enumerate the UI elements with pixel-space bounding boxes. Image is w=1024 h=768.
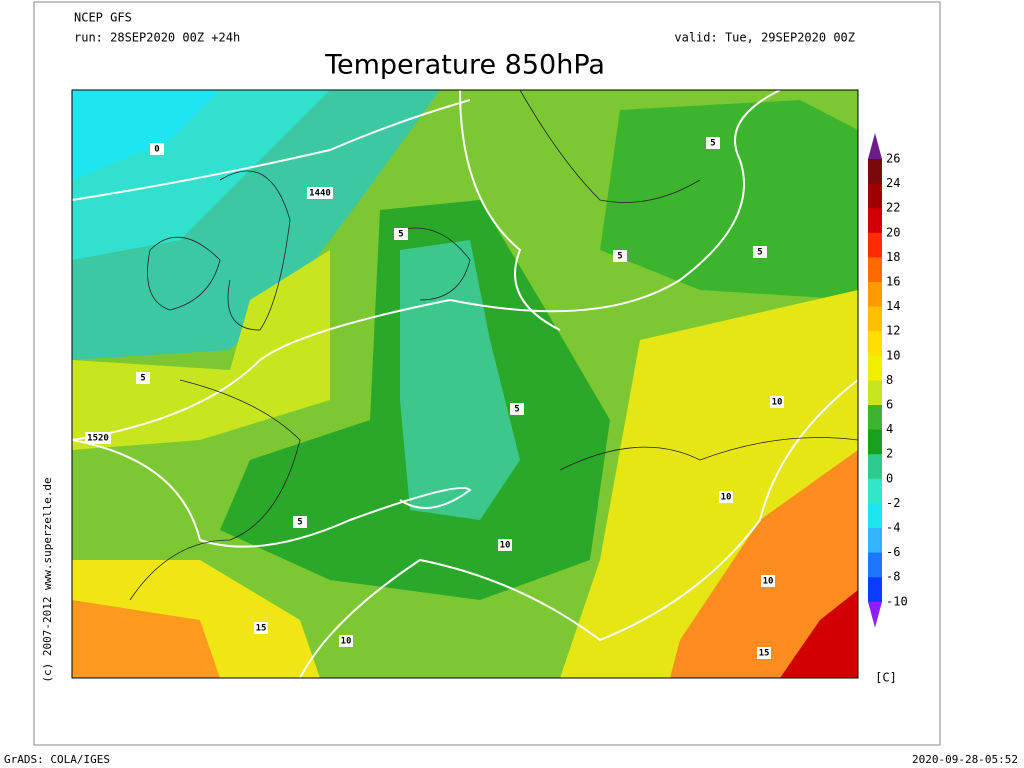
colorbar-bin (868, 282, 882, 308)
contour-label: 5 (140, 374, 145, 384)
region (72, 90, 220, 180)
contour-label-bg (757, 647, 771, 659)
region (72, 600, 220, 678)
contour-label: 1440 (309, 189, 331, 199)
map (72, 90, 858, 678)
contour-label-bg (254, 622, 268, 634)
colorbar-bin (868, 355, 882, 381)
colorbar-bin (868, 454, 882, 480)
colorbar-label: -8 (886, 570, 900, 584)
colorbar-label: 0 (886, 471, 893, 485)
contour-label-bg (706, 137, 720, 149)
contour-label-bg (136, 372, 150, 384)
colorbar-label: 22 (886, 201, 900, 215)
contour-label-bg (613, 250, 627, 262)
colorbar-label: 18 (886, 250, 900, 264)
contour-label-bg (719, 491, 733, 503)
contour-label: 5 (710, 139, 715, 149)
valid: valid: Tue, 29SEP2020 00Z (674, 31, 855, 45)
region (780, 590, 858, 678)
colorbar-label: -4 (886, 521, 900, 535)
software: GrADS: COLA/IGES (4, 753, 110, 766)
region (400, 240, 520, 520)
colorbar-bin (868, 208, 882, 234)
contour-label-bg (761, 575, 775, 587)
colorbar-label: 10 (886, 348, 900, 362)
run: run: 28SEP2020 00Z +24h (74, 31, 240, 45)
colorbar-bin (868, 429, 882, 455)
colorbar-label: 20 (886, 225, 900, 239)
colorbar-label: -2 (886, 496, 900, 510)
colorbar-label: 8 (886, 373, 893, 387)
colorbar-label: 12 (886, 324, 900, 338)
colorbar-label: 14 (886, 299, 900, 313)
contour-label-bg (394, 228, 408, 240)
colorbar-bin (868, 577, 882, 603)
colorbar-bin (868, 552, 882, 578)
contour-label: 10 (341, 637, 352, 647)
colorbar-bin (868, 183, 882, 209)
contour-label-bg (498, 539, 512, 551)
contour-label: 10 (500, 541, 511, 551)
region (670, 450, 858, 678)
contour-label: 10 (763, 577, 774, 587)
contour-label: 5 (757, 248, 762, 258)
contour-label-bg (85, 432, 111, 444)
colorbar-label: -10 (886, 594, 908, 608)
contour-label: 10 (772, 398, 783, 408)
contour-label: 15 (256, 624, 267, 634)
contour-label-bg (293, 516, 307, 528)
colorbar-bin (868, 405, 882, 431)
timestamp: 2020-09-28-05:52 (912, 753, 1018, 766)
contour-label-bg (150, 143, 164, 155)
colorbar-bin (868, 478, 882, 504)
contour-label-bg (307, 187, 333, 199)
contour-label-bg (510, 403, 524, 415)
region (600, 100, 858, 300)
contour-label: 10 (721, 493, 732, 503)
colorbar-bin (868, 528, 882, 554)
contour-label: 5 (297, 518, 302, 528)
colorbar-bin (868, 257, 882, 283)
colorbar-bin (868, 503, 882, 529)
colorbar-label: 24 (886, 176, 900, 190)
colorbar-arrow (868, 601, 882, 628)
colorbar-arrow (868, 133, 882, 159)
colorbar-bin (868, 380, 882, 406)
credit: (c) 2007-2012 www.superzelle.de (41, 477, 54, 682)
contour-label-bg (753, 246, 767, 258)
model: NCEP GFS (74, 11, 132, 25)
contours (72, 90, 858, 678)
contour-label: 15 (759, 649, 770, 659)
colorbar-label: 4 (886, 422, 893, 436)
region (72, 250, 330, 450)
colorbar-bin (868, 232, 882, 258)
title: Temperature 850hPa (324, 50, 605, 81)
colorbar-label: -6 (886, 545, 900, 559)
contour-label: 5 (398, 230, 403, 240)
contour-label-bg (770, 396, 784, 408)
contour-label: 5 (617, 252, 622, 262)
colorbar-bin (868, 159, 882, 185)
contour-label: 5 (514, 405, 519, 415)
unit: [C] (875, 671, 897, 685)
colorbar-bin (868, 306, 882, 332)
contour-label: 1520 (87, 434, 109, 444)
colorbar-label: 6 (886, 398, 893, 412)
colorbar-label: 26 (886, 152, 900, 166)
colorbar-label: 16 (886, 275, 900, 289)
coastlines (129, 90, 858, 601)
map-border (71, 89, 859, 679)
contour-label: 0 (154, 145, 159, 155)
colorbar-bin (868, 331, 882, 357)
colorbar-label: 2 (886, 447, 893, 461)
contour-label-bg (339, 635, 353, 647)
